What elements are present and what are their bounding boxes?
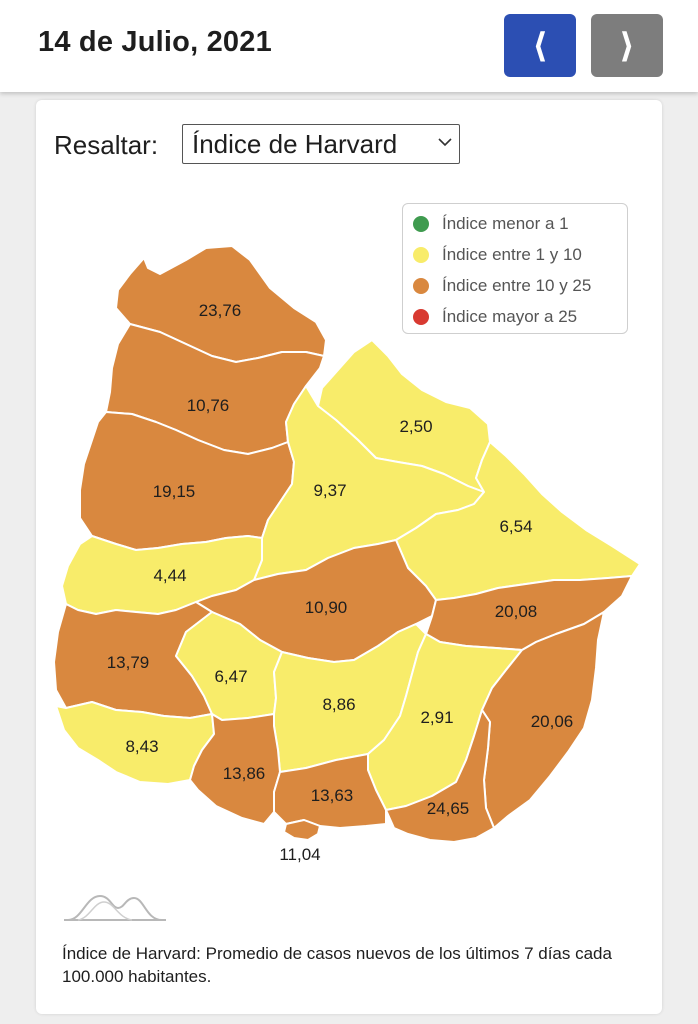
region-label: 6,47 <box>214 667 247 686</box>
region-label: 20,06 <box>531 712 574 731</box>
region-label: 8,86 <box>322 695 355 714</box>
region-label: 2,50 <box>399 417 432 436</box>
region-label: 2,91 <box>420 708 453 727</box>
map-legend: Índice menor a 1 Índice entre 1 y 10 Índ… <box>402 203 628 334</box>
legend-label: Índice menor a 1 <box>442 214 569 233</box>
legend-dot-yellow <box>413 247 429 263</box>
region-label: 4,44 <box>153 566 186 585</box>
legend-label: Índice mayor a 25 <box>442 307 578 326</box>
region-label: 11,04 <box>279 845 320 864</box>
region-label: 9,37 <box>313 481 346 500</box>
region-canelones[interactable] <box>273 753 387 829</box>
region-label: 13,86 <box>223 764 266 783</box>
region-label: 24,65 <box>427 799 470 818</box>
legend-item: Índice mayor a 25 <box>413 307 577 327</box>
next-day-button[interactable]: ⟩ <box>591 14 663 77</box>
legend-label: Índice entre 1 y 10 <box>442 245 582 264</box>
legend-item: Índice menor a 1 <box>413 214 569 234</box>
map-card: 23,76 10,76 19,15 2,50 9,37 6,54 4,44 10… <box>36 100 662 1014</box>
legend-dot-orange <box>413 278 429 294</box>
region-label: 19,15 <box>153 482 196 501</box>
region-san-jose[interactable] <box>189 713 281 825</box>
top-bar: 14 de Julio, 2021 ⟨ ⟩ <box>0 0 698 92</box>
highlight-select-value: Índice de Harvard <box>192 128 398 159</box>
region-label: 10,90 <box>305 598 348 617</box>
legend-dot-red <box>413 309 429 325</box>
chevron-left-icon: ⟨ <box>532 25 548 66</box>
region-label: 13,79 <box>107 653 150 672</box>
region-label: 6,54 <box>499 517 532 536</box>
region-label: 13,63 <box>311 786 354 805</box>
app-logo-icon <box>64 894 166 921</box>
legend-item: Índice entre 1 y 10 <box>413 245 582 265</box>
footnote: Índice de Harvard: Promedio de casos nue… <box>62 944 612 986</box>
region-label: 10,76 <box>187 396 230 415</box>
region-label: 23,76 <box>199 301 242 320</box>
highlight-select[interactable]: Índice de Harvard <box>182 124 460 164</box>
uruguay-map: 23,76 10,76 19,15 2,50 9,37 6,54 4,44 10… <box>53 245 641 864</box>
previous-day-button[interactable]: ⟨ <box>504 14 576 77</box>
legend-dot-green <box>413 216 429 232</box>
region-maldonado[interactable] <box>385 709 495 843</box>
region-montevideo[interactable] <box>283 819 321 841</box>
region-label: 20,08 <box>495 602 538 621</box>
chevron-down-icon <box>438 138 452 147</box>
region-label: 8,43 <box>125 737 158 756</box>
date-title: 14 de Julio, 2021 <box>38 26 272 58</box>
legend-label: Índice entre 10 y 25 <box>442 276 592 295</box>
chevron-right-icon: ⟩ <box>619 25 635 66</box>
legend-item: Índice entre 10 y 25 <box>413 276 591 296</box>
highlight-label: Resaltar: <box>54 130 159 160</box>
